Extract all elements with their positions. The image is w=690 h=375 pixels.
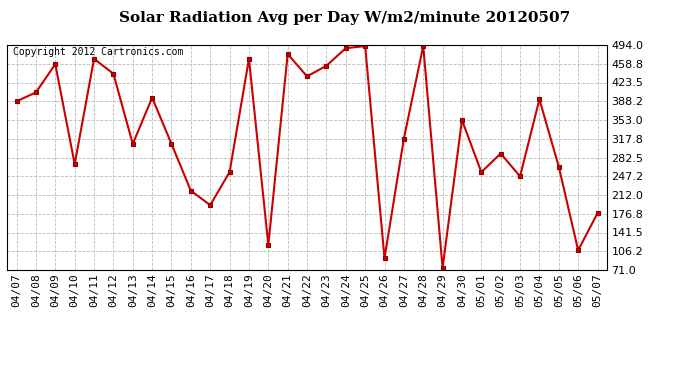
Text: Copyright 2012 Cartronics.com: Copyright 2012 Cartronics.com xyxy=(13,47,184,57)
Text: Solar Radiation Avg per Day W/m2/minute 20120507: Solar Radiation Avg per Day W/m2/minute … xyxy=(119,11,571,25)
